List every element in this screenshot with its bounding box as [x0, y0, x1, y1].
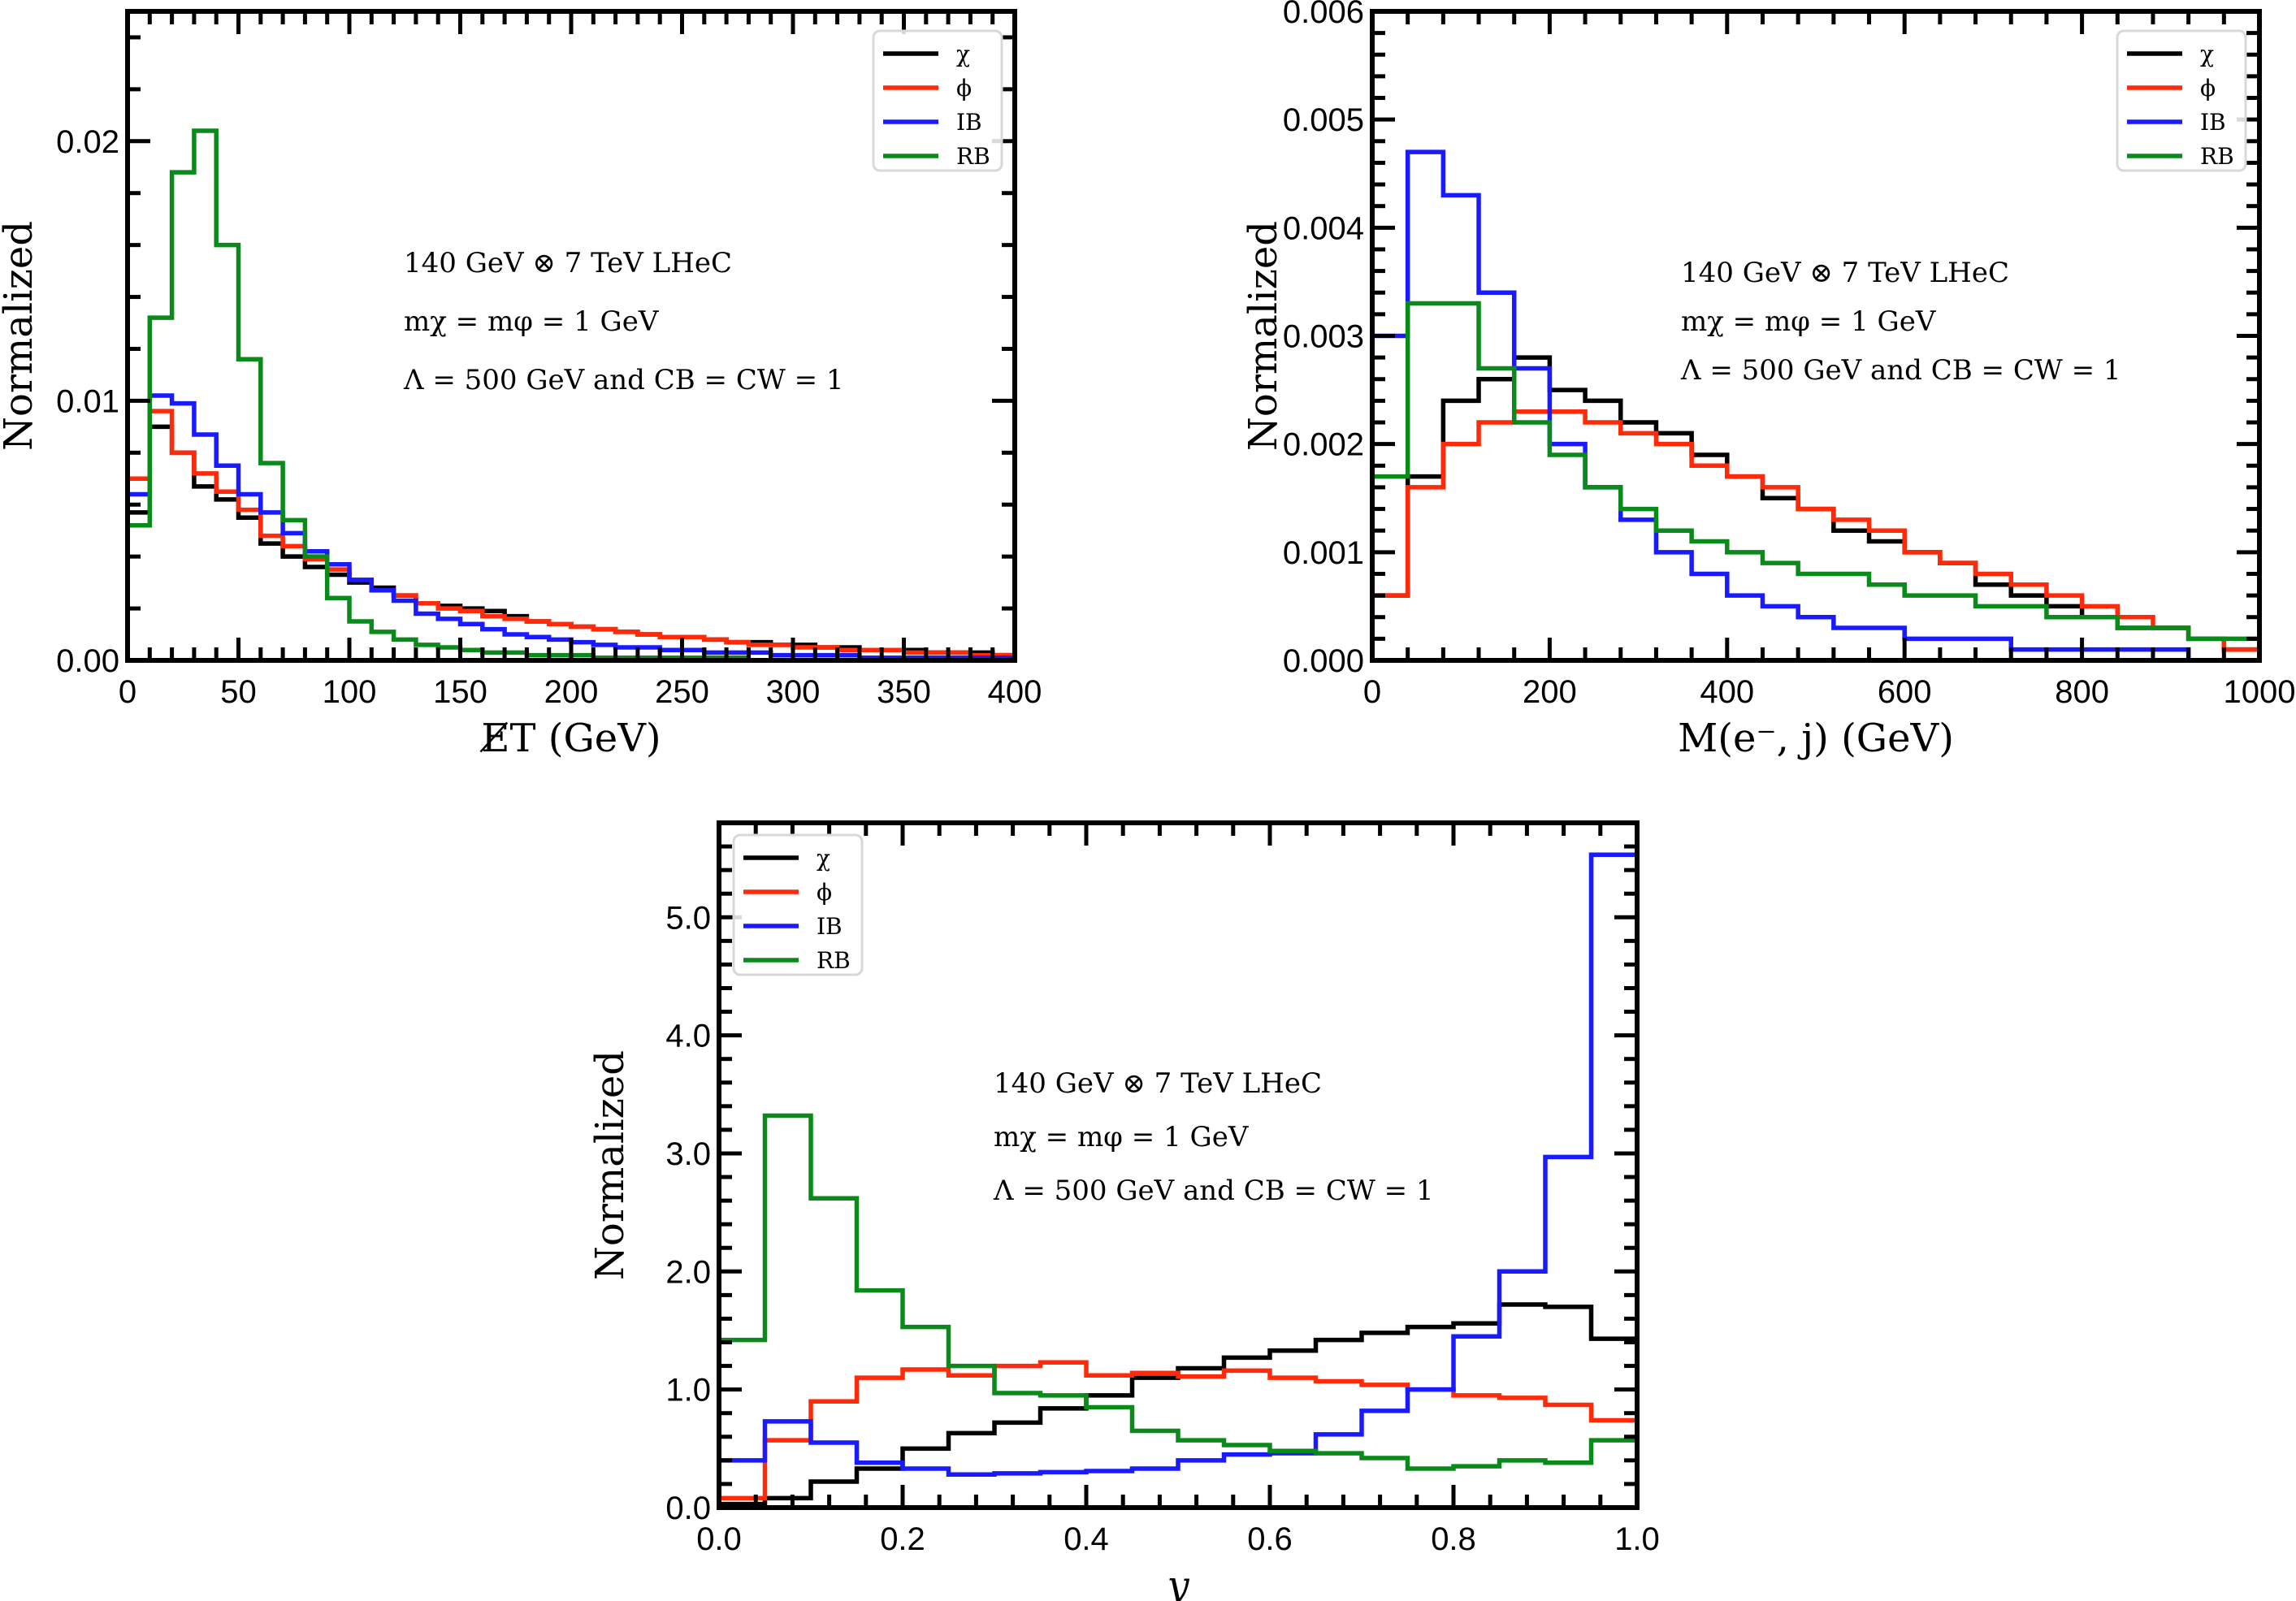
y-tick-label: 0.000 — [1283, 643, 1364, 679]
annotation-line: Λ = 500 GeV and CB = CW = 1 — [1680, 354, 2121, 387]
histogram-series-phi — [719, 1360, 1637, 1508]
histogram-series-ib — [1372, 149, 2259, 660]
histogram-series-ib — [128, 393, 1015, 660]
series-group — [1372, 149, 2259, 660]
x-tick-label: 400 — [988, 674, 1042, 710]
legend-label: RB — [956, 143, 990, 170]
axes-frame — [717, 820, 1640, 1510]
legend-label: χ — [956, 41, 970, 67]
legend-label: χ — [817, 845, 830, 872]
y-axis-label: Normalized — [587, 1050, 633, 1280]
x-tick-label: 0.6 — [1247, 1521, 1293, 1557]
x-tick-label: 1000 — [2224, 674, 2296, 710]
x-axis-label: M(e⁻, j) (GeV) — [1678, 716, 1954, 761]
met-histogram-panel: 0 50 100 150 200 250 300 350 400 0.00 0.01 0.02 E̸T … — [0, 9, 1042, 761]
inelasticity-histogram-panel: 0.0 0.2 0.4 0.6 0.8 1.0 0.0 1.0 2.0 3.0 4.0 5.0 y Nor… — [587, 820, 1660, 1601]
y-tick-label: 1.0 — [665, 1373, 711, 1408]
x-tick-label: 0.2 — [880, 1521, 925, 1557]
annotation-line: 140 GeV ⊗ 7 TeV LHeC — [1681, 257, 2009, 289]
x-tick-label: 0.0 — [696, 1521, 742, 1557]
legend-box — [872, 29, 1003, 172]
annotation-line: mχ = mφ = 1 GeV — [404, 305, 660, 338]
x-tick-label: 200 — [544, 674, 599, 710]
y-tick-label: 0.003 — [1283, 319, 1364, 355]
y-tick-label: 0.006 — [1283, 0, 1364, 30]
y-tick-label: 4.0 — [665, 1019, 711, 1054]
legend-label: ϕ — [956, 75, 972, 102]
annotation-line: Λ = 500 GeV and CB = CW = 1 — [993, 1175, 1434, 1207]
x-tick-label: 0.4 — [1064, 1521, 1109, 1557]
y-tick-label: 0.00 — [56, 643, 119, 679]
legend-label: ϕ — [817, 879, 832, 906]
x-tick-label: 100 — [323, 674, 377, 710]
histogram-series-rb — [1372, 301, 2259, 660]
x-axis-label: y — [1165, 1563, 1189, 1601]
y-axis-label: Normalized — [0, 221, 41, 451]
legend-label: IB — [956, 109, 982, 136]
annotation-line: mχ = mφ = 1 GeV — [994, 1121, 1250, 1153]
x-tick-label: 350 — [877, 674, 931, 710]
histogram-series-rb — [719, 1113, 1637, 1508]
y-tick-label: 0.001 — [1283, 535, 1364, 571]
legend-label: IB — [2200, 109, 2226, 136]
legend-label: RB — [2200, 143, 2234, 170]
annotation-line: mχ = mφ = 1 GeV — [1681, 305, 1937, 338]
x-tick-label: 600 — [1878, 674, 1932, 710]
x-tick-label: 0 — [119, 674, 136, 710]
series-group — [719, 852, 1637, 1508]
x-axis-label: E̸T (GeV) — [479, 716, 661, 761]
legend-box — [2116, 29, 2247, 172]
y-tick-label: 5.0 — [665, 900, 711, 936]
y-axis-label: Normalized — [1241, 221, 1286, 451]
legend-box — [732, 833, 864, 976]
y-tick-label: 0.02 — [56, 124, 119, 160]
y-tick-label: 0.004 — [1283, 210, 1364, 246]
x-tick-label: 300 — [766, 674, 821, 710]
annotation-line: 140 GeV ⊗ 7 TeV LHeC — [994, 1067, 1322, 1100]
x-tick-label: 1.0 — [1614, 1521, 1660, 1557]
histogram-series-ib — [719, 852, 1637, 1508]
x-tick-label: 50 — [220, 674, 257, 710]
y-tick-label: 0.005 — [1283, 102, 1364, 138]
y-tick-label: 0.0 — [665, 1491, 711, 1526]
legend-label: RB — [817, 947, 851, 974]
x-tick-label: 400 — [1700, 674, 1754, 710]
legend-label: IB — [817, 913, 843, 940]
histogram-series-phi — [1372, 409, 2259, 660]
y-tick-label: 0.01 — [56, 383, 119, 419]
legend-label: χ — [2200, 41, 2214, 67]
mass-histogram-panel: 0 200 400 600 800 1000 0.000 0.001 0.002 0.003 0.0… — [1241, 0, 2295, 761]
annotation-line: Λ = 500 GeV and CB = CW = 1 — [403, 364, 844, 396]
y-tick-label: 2.0 — [665, 1254, 711, 1290]
annotation-line: 140 GeV ⊗ 7 TeV LHeC — [404, 247, 732, 279]
x-tick-label: 0.8 — [1431, 1521, 1476, 1557]
legend-label: ϕ — [2200, 75, 2216, 102]
y-tick-label: 0.002 — [1283, 427, 1364, 463]
x-tick-label: 200 — [1523, 674, 1577, 710]
x-tick-label: 250 — [655, 674, 709, 710]
x-tick-label: 800 — [2055, 674, 2109, 710]
x-tick-label: 150 — [433, 674, 487, 710]
x-tick-label: 0 — [1363, 674, 1381, 710]
y-tick-label: 3.0 — [665, 1136, 711, 1172]
